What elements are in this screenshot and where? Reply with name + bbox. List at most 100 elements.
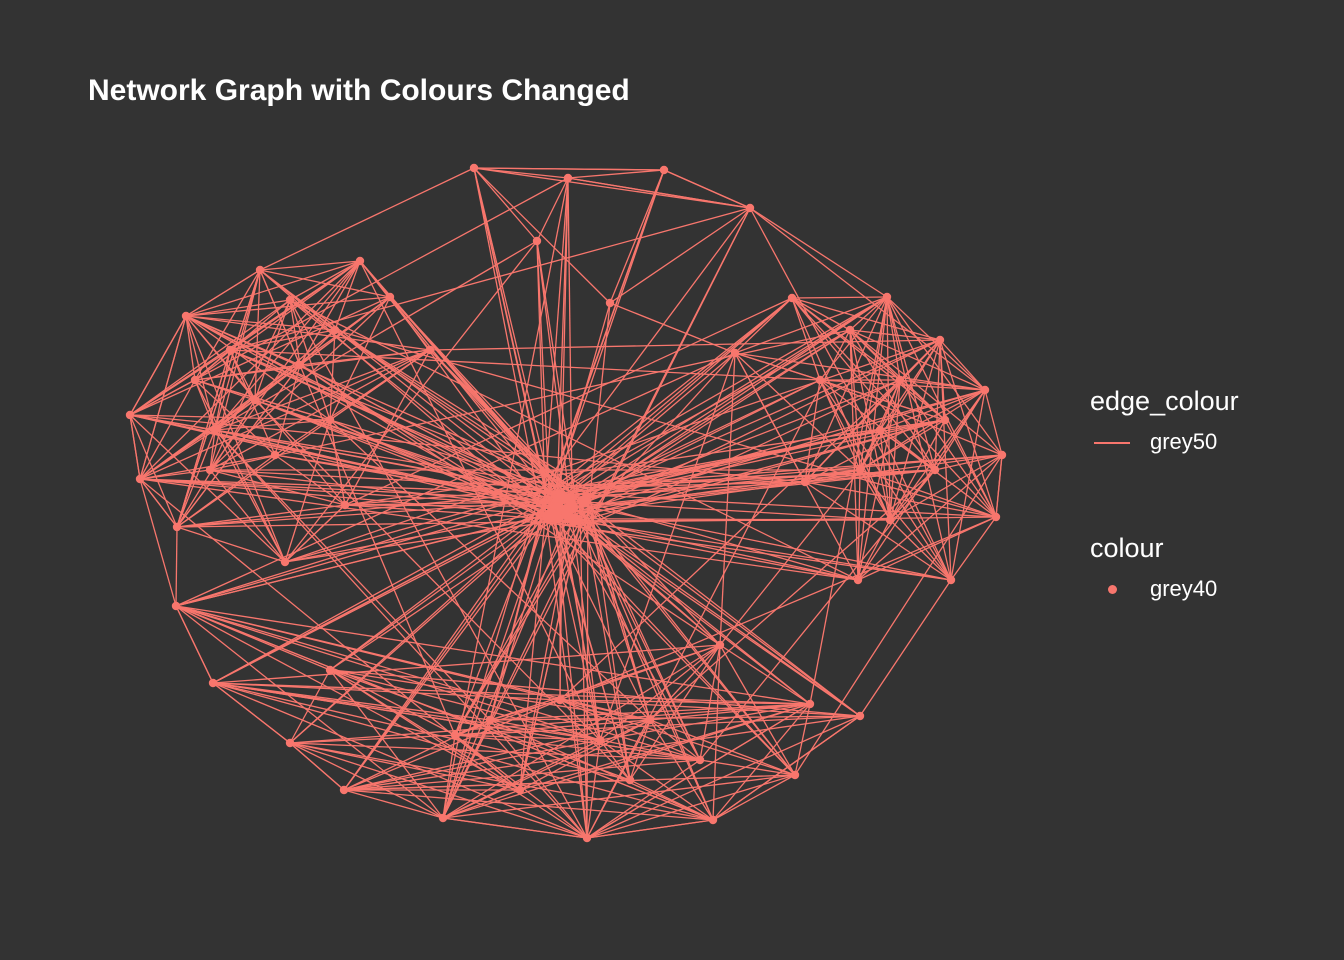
- legend-node-key: [1108, 585, 1117, 594]
- graph-edge: [791, 297, 936, 471]
- graph-edge: [212, 682, 631, 781]
- graph-edge: [599, 739, 714, 821]
- graph-edge: [329, 669, 588, 839]
- graph-edge: [139, 260, 361, 480]
- graph-edge: [589, 521, 859, 581]
- graph-edge: [329, 669, 521, 791]
- graph-edge: [284, 419, 331, 563]
- graph-edge: [559, 379, 901, 701]
- graph-edge: [568, 329, 851, 515]
- graph-node: [325, 665, 335, 675]
- graph-edge: [588, 521, 651, 721]
- graph-node: [340, 500, 350, 510]
- graph-node: [250, 395, 260, 405]
- graph-edge: [289, 742, 521, 791]
- graph-node: [715, 640, 725, 650]
- graph-edge: [289, 299, 588, 839]
- graph-edge: [554, 520, 631, 781]
- graph-edge: [289, 669, 331, 744]
- graph-node: [270, 450, 280, 460]
- graph-edge: [389, 296, 585, 515]
- graph-edge: [577, 504, 701, 761]
- graph-edge: [544, 511, 588, 839]
- graph-node: [980, 385, 990, 395]
- graph-node: [355, 256, 365, 266]
- graph-edge: [129, 260, 361, 416]
- graph-node: [659, 165, 669, 175]
- graph-edge: [819, 379, 986, 391]
- graph-edge: [572, 506, 714, 821]
- graph-edge: [587, 518, 891, 521]
- graph-edge: [899, 339, 941, 381]
- graph-node: [295, 360, 305, 370]
- graph-edge: [212, 502, 542, 684]
- graph-edge: [519, 515, 583, 791]
- graph-edge: [899, 379, 997, 518]
- graph-edge: [176, 429, 216, 528]
- graph-edge: [950, 516, 997, 581]
- graph-edge: [809, 296, 888, 705]
- graph-edge: [175, 605, 214, 684]
- graph-edge: [194, 379, 588, 497]
- graph-edge: [194, 260, 361, 381]
- graph-node: [895, 375, 905, 385]
- graph-edge: [343, 699, 561, 791]
- graph-edge: [899, 379, 986, 391]
- legend-node-label: grey40: [1150, 576, 1218, 601]
- graph-edge: [712, 715, 861, 821]
- legend-edge-title: edge_colour: [1090, 386, 1239, 416]
- graph-edge: [944, 419, 997, 518]
- graph-node: [582, 833, 592, 843]
- graph-node: [745, 203, 755, 213]
- graph-edge: [553, 521, 859, 581]
- graph-node: [545, 508, 558, 521]
- graph-node: [935, 335, 945, 345]
- graph-edge: [214, 329, 336, 431]
- graph-edge: [649, 644, 721, 721]
- legend-edge-entry: grey50: [1090, 425, 1239, 465]
- graph-edge: [719, 469, 861, 646]
- graph-edge: [289, 496, 564, 744]
- graph-node: [555, 695, 565, 705]
- graph-edge: [804, 296, 888, 483]
- legend-edge-colour: edge_colour grey50: [1090, 386, 1239, 465]
- graph-edge: [176, 364, 301, 528]
- graph-edge: [886, 296, 986, 391]
- graph-edge: [819, 379, 891, 521]
- graph-edge: [519, 514, 547, 791]
- graph-edge: [284, 339, 941, 563]
- graph-edge: [586, 703, 811, 839]
- graph-node: [225, 345, 235, 355]
- graph-edge: [934, 339, 941, 471]
- graph-edge: [489, 719, 714, 821]
- graph-edge: [259, 269, 456, 736]
- legend-colour: colour grey40: [1090, 533, 1217, 612]
- graph-edge: [849, 296, 888, 331]
- graph-node: [469, 163, 479, 173]
- graph-edge: [804, 481, 952, 581]
- graph-node: [385, 292, 395, 302]
- graph-node: [695, 755, 705, 765]
- graph-edge: [804, 379, 821, 483]
- graph-edge: [859, 579, 952, 717]
- graph-edge: [329, 510, 549, 671]
- graph-edge: [176, 269, 261, 528]
- graph-edge: [299, 260, 361, 366]
- legend-edge-key: [1094, 442, 1130, 444]
- graph-node: [855, 465, 865, 475]
- graph-node: [125, 410, 135, 420]
- graph-node: [605, 298, 615, 308]
- graph-edge: [344, 349, 431, 506]
- graph-edge: [139, 478, 859, 581]
- graph-edge: [254, 399, 631, 781]
- graph-edge: [879, 429, 952, 581]
- graph-edge: [442, 719, 651, 819]
- graph-edge: [214, 429, 575, 490]
- legend-edge-label: grey50: [1150, 429, 1218, 454]
- graph-edge: [284, 240, 538, 563]
- graph-edge: [329, 669, 456, 736]
- graph-node: [425, 345, 435, 355]
- graph-edge: [599, 703, 811, 741]
- graph-edge: [536, 240, 551, 511]
- graph-node: [875, 425, 885, 435]
